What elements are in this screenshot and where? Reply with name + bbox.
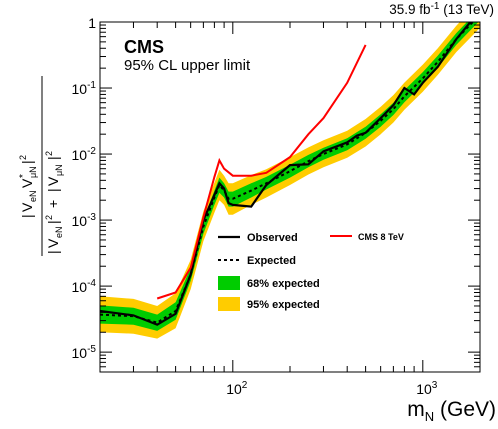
svg-text:+: + — [45, 200, 61, 208]
svg-text:|: | — [45, 156, 61, 160]
svg-text:2: 2 — [44, 215, 54, 220]
svg-text:Expected: Expected — [247, 255, 296, 267]
svg-text:|: | — [19, 160, 35, 164]
y-tick-label: 10-4 — [72, 278, 97, 295]
y-tick-label: 10-3 — [72, 212, 97, 229]
y-tick-label: 1 — [88, 15, 96, 31]
svg-text:|: | — [45, 220, 61, 224]
svg-text:μN: μN — [54, 164, 64, 176]
subtitle-label: 95% CL upper limit — [124, 57, 251, 74]
svg-text:V: V — [45, 176, 61, 186]
expected-line — [100, 22, 475, 324]
observed-line — [100, 22, 472, 326]
y-axis-label: | V eN V * μN | 2 | V eN | 2 + | V μN | … — [18, 76, 64, 256]
legend-95: 95% expected — [218, 297, 320, 311]
x-tick-label: 103 — [416, 380, 438, 397]
svg-text:V: V — [45, 238, 61, 248]
cms8tev-line — [156, 44, 367, 300]
y-tick-label: 10-5 — [72, 344, 97, 361]
legend: Observed Expected 68% expected 95% expec… — [218, 232, 404, 311]
svg-text:2: 2 — [44, 151, 54, 156]
y-tick-label: 10-1 — [72, 80, 97, 97]
svg-text:|: | — [45, 250, 61, 254]
experiment-label: CMS — [124, 37, 164, 57]
svg-text:eN: eN — [54, 226, 64, 238]
svg-text:μN: μN — [28, 166, 38, 178]
legend-cms8: CMS 8 TeV — [330, 232, 404, 242]
lumi-label: 35.9 fb-1 (13 TeV) — [389, 1, 494, 17]
svg-text:CMS 8 TeV: CMS 8 TeV — [358, 232, 404, 242]
x-tick-label: 102 — [226, 380, 248, 397]
svg-text:|: | — [45, 188, 61, 192]
svg-text:95% expected: 95% expected — [247, 299, 320, 311]
svg-text:2: 2 — [18, 155, 28, 160]
x-axis-label: mN (GeV) — [407, 398, 496, 424]
svg-text:*: * — [18, 174, 29, 178]
legend-expected: Expected — [218, 255, 296, 267]
svg-text:V: V — [19, 178, 35, 188]
legend-68: 68% expected — [218, 276, 320, 290]
legend-observed: Observed — [218, 232, 298, 244]
y-tick-label: 10-2 — [72, 146, 97, 163]
svg-text:Observed: Observed — [247, 232, 298, 244]
svg-text:68% expected: 68% expected — [247, 278, 320, 290]
svg-text:eN: eN — [28, 190, 38, 202]
svg-text:V: V — [19, 202, 35, 212]
svg-text:|: | — [19, 214, 35, 218]
